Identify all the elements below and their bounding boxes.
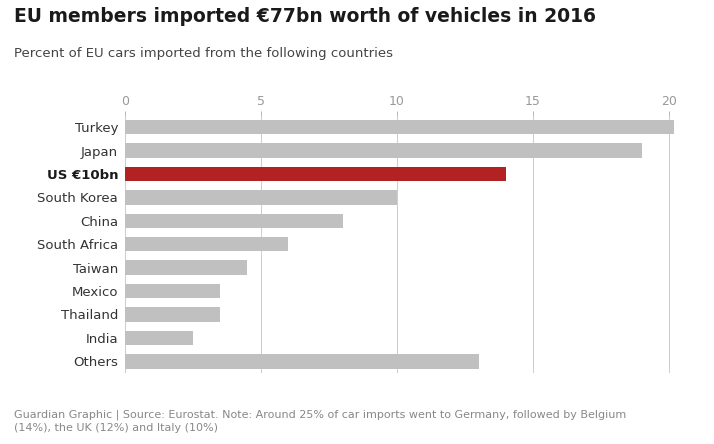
Bar [125, 284, 220, 298]
Text: Percent of EU cars imported from the following countries: Percent of EU cars imported from the fol… [14, 47, 393, 59]
Bar [125, 331, 193, 345]
Bar [125, 120, 675, 135]
Bar [125, 143, 642, 158]
Bar [125, 260, 247, 275]
Bar [125, 166, 506, 181]
Text: Guardian Graphic | Source: Eurostat. Note: Around 25% of car imports went to Ger: Guardian Graphic | Source: Eurostat. Not… [14, 409, 626, 433]
Bar [125, 307, 220, 322]
Bar [125, 354, 478, 369]
Bar [125, 214, 343, 228]
Text: EU members imported €77bn worth of vehicles in 2016: EU members imported €77bn worth of vehic… [14, 7, 596, 26]
Bar [125, 190, 397, 205]
Bar [125, 237, 288, 251]
